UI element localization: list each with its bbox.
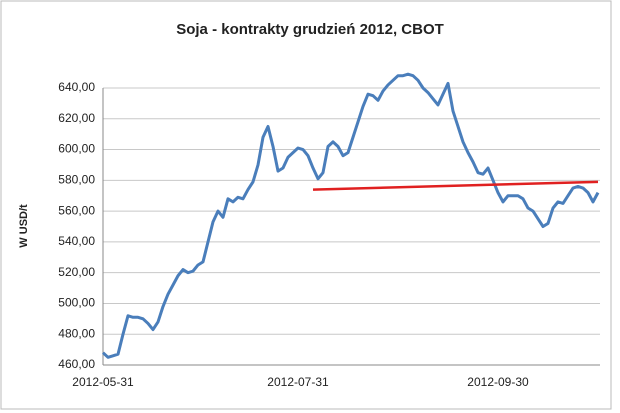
y-tick-label: 580,00 — [58, 173, 95, 187]
y-tick-label: 480,00 — [58, 326, 95, 340]
y-tick-label: 540,00 — [58, 234, 95, 248]
x-tick-label: 2012-09-30 — [467, 375, 529, 389]
y-tick-label: 520,00 — [58, 265, 95, 279]
y-tick-label: 460,00 — [58, 357, 95, 371]
y-tick-label: 500,00 — [58, 296, 95, 310]
y-tick-label: 620,00 — [58, 111, 95, 125]
x-tick-label: 2012-07-31 — [267, 375, 329, 389]
y-tick-label: 640,00 — [58, 80, 95, 94]
x-tick-label: 2012-05-31 — [72, 375, 134, 389]
chart-title: Soja - kontrakty grudzień 2012, CBOT — [176, 21, 444, 38]
y-tick-label: 600,00 — [58, 142, 95, 156]
y-axis-label: W USD/t — [18, 204, 30, 248]
y-tick-label: 560,00 — [58, 203, 95, 217]
data-line — [101, 72, 600, 359]
trend-line — [312, 180, 599, 191]
